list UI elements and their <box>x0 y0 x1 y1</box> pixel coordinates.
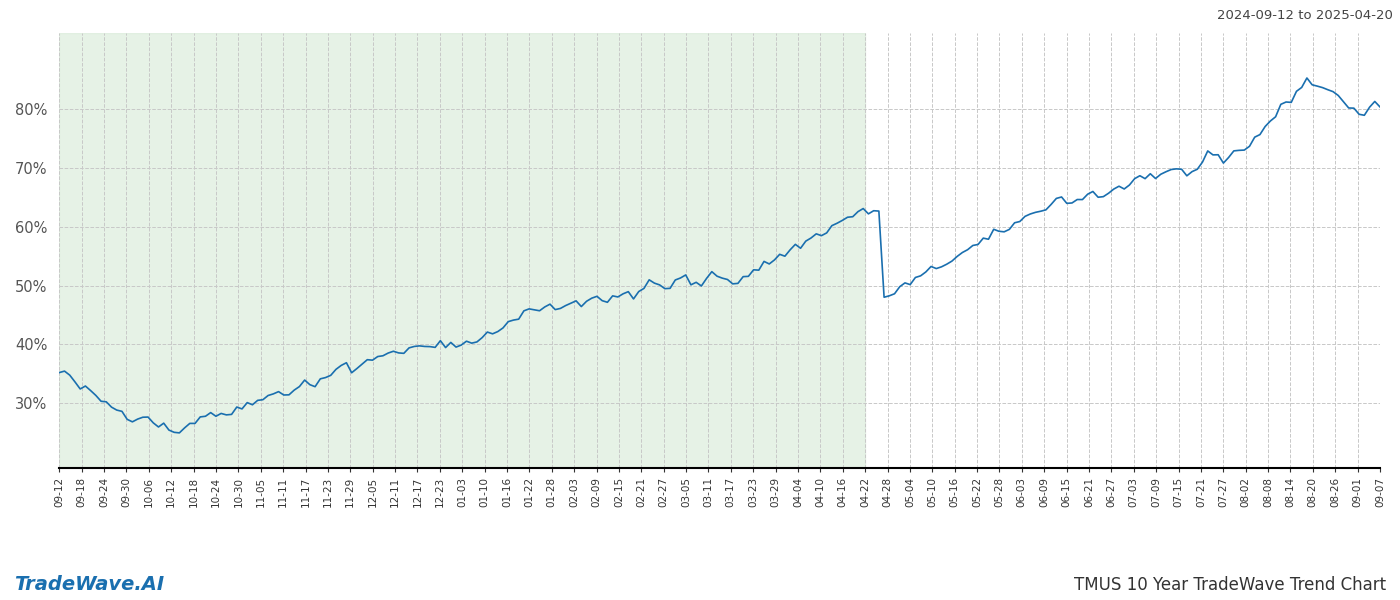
Text: TradeWave.AI: TradeWave.AI <box>14 575 164 594</box>
Bar <box>59 33 865 468</box>
Text: 2024-09-12 to 2025-04-20: 2024-09-12 to 2025-04-20 <box>1217 9 1393 22</box>
Text: TMUS 10 Year TradeWave Trend Chart: TMUS 10 Year TradeWave Trend Chart <box>1074 576 1386 594</box>
